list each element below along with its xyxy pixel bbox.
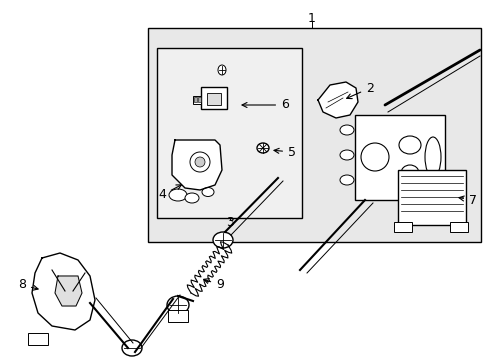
- Polygon shape: [55, 276, 82, 306]
- Ellipse shape: [167, 296, 189, 314]
- Ellipse shape: [257, 143, 268, 153]
- Ellipse shape: [339, 175, 353, 185]
- Ellipse shape: [400, 165, 418, 181]
- Text: 9: 9: [203, 279, 224, 292]
- Ellipse shape: [360, 143, 388, 171]
- Ellipse shape: [424, 137, 440, 177]
- Circle shape: [190, 152, 209, 172]
- Ellipse shape: [398, 136, 420, 154]
- Bar: [201, 87, 226, 109]
- Bar: [157, 48, 302, 218]
- Text: 4: 4: [158, 185, 181, 202]
- Text: 8: 8: [18, 279, 38, 292]
- Bar: [397, 170, 465, 225]
- Bar: [449, 222, 467, 232]
- Bar: [148, 28, 480, 242]
- Ellipse shape: [169, 189, 186, 201]
- Bar: [198, 97, 201, 102]
- Text: 1: 1: [307, 12, 315, 24]
- Ellipse shape: [184, 193, 199, 203]
- Bar: [168, 310, 187, 322]
- Ellipse shape: [339, 150, 353, 160]
- Text: 7: 7: [458, 194, 476, 207]
- Polygon shape: [32, 253, 95, 330]
- Bar: [393, 222, 411, 232]
- Text: 6: 6: [242, 99, 288, 112]
- Text: 5: 5: [273, 145, 295, 158]
- Ellipse shape: [213, 232, 232, 248]
- Bar: [193, 96, 201, 104]
- Bar: [194, 97, 197, 102]
- Bar: [206, 93, 221, 105]
- Ellipse shape: [218, 65, 225, 75]
- Polygon shape: [172, 140, 222, 190]
- Ellipse shape: [202, 188, 214, 197]
- Bar: [354, 115, 444, 200]
- Text: 2: 2: [346, 81, 373, 99]
- Polygon shape: [317, 82, 357, 118]
- Bar: [28, 333, 48, 345]
- Text: 3: 3: [225, 216, 233, 230]
- Ellipse shape: [122, 340, 142, 356]
- Ellipse shape: [339, 125, 353, 135]
- Circle shape: [195, 157, 204, 167]
